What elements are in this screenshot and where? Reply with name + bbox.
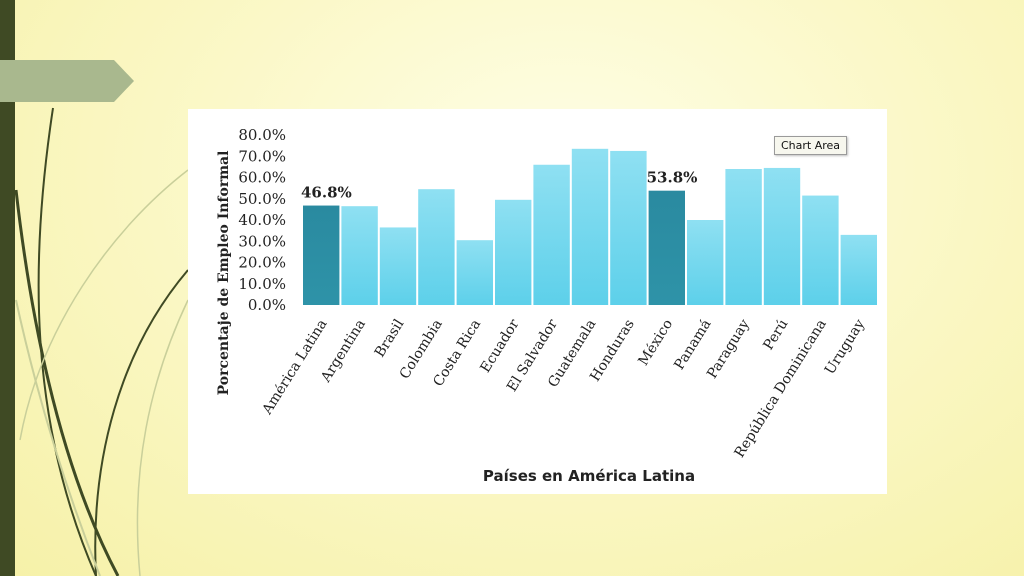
- deco-curve: [15, 299, 101, 576]
- bar[interactable]: [571, 148, 609, 305]
- x-axis-title: Países en América Latina: [483, 467, 695, 485]
- left-accent-bar: [0, 0, 15, 576]
- y-axis-title: Porcentaje de Empleo Informal: [216, 151, 232, 396]
- y-tick-label: 70.0%: [238, 147, 286, 165]
- bar[interactable]: [610, 150, 647, 305]
- x-category-label: México: [635, 317, 676, 369]
- chart-panel[interactable]: 0.0% 10.0% 20.0% 30.0% 40.0% 50.0% 60.0% 70.0% 8…: [188, 109, 887, 494]
- deco-curve: [136, 299, 189, 576]
- bar[interactable]: [456, 240, 493, 305]
- bar[interactable]: [495, 199, 532, 305]
- y-tick-label: 10.0%: [238, 275, 286, 293]
- title-arrow-shape: [0, 60, 134, 102]
- bar[interactable]: [840, 234, 877, 305]
- bar[interactable]: [533, 164, 570, 305]
- y-tick-label: 60.0%: [238, 169, 286, 187]
- x-category-label: Perú: [760, 317, 791, 353]
- y-tick-label: 40.0%: [238, 211, 286, 229]
- y-tick-label: 50.0%: [238, 190, 286, 208]
- y-tick-label: 0.0%: [248, 296, 286, 314]
- bar[interactable]: [725, 169, 762, 305]
- y-tick-label: 80.0%: [238, 126, 286, 144]
- x-category-label: Brasil: [372, 316, 408, 360]
- x-category-label: América Latina: [259, 317, 331, 418]
- bar[interactable]: [379, 227, 417, 305]
- bar[interactable]: [802, 195, 839, 305]
- bar-chart: 0.0% 10.0% 20.0% 30.0% 40.0% 50.0% 60.0% 70.0% 8…: [216, 126, 877, 485]
- bar[interactable]: [418, 189, 455, 305]
- deco-curve: [19, 169, 189, 441]
- deco-curve: [94, 269, 189, 576]
- bar[interactable]: [763, 167, 801, 305]
- deco-curve: [14, 189, 120, 576]
- y-tick-label: 30.0%: [238, 232, 286, 250]
- bar[interactable]: [687, 220, 724, 305]
- bar[interactable]: [648, 190, 685, 305]
- data-label: 46.8%: [301, 184, 352, 202]
- x-category-label: Panamá: [671, 317, 714, 373]
- bar[interactable]: [303, 205, 340, 305]
- chart-area-tooltip: Chart Area: [774, 136, 848, 155]
- bar[interactable]: [341, 206, 378, 305]
- data-label: 53.8%: [647, 169, 698, 187]
- y-tick-label: 20.0%: [238, 254, 286, 272]
